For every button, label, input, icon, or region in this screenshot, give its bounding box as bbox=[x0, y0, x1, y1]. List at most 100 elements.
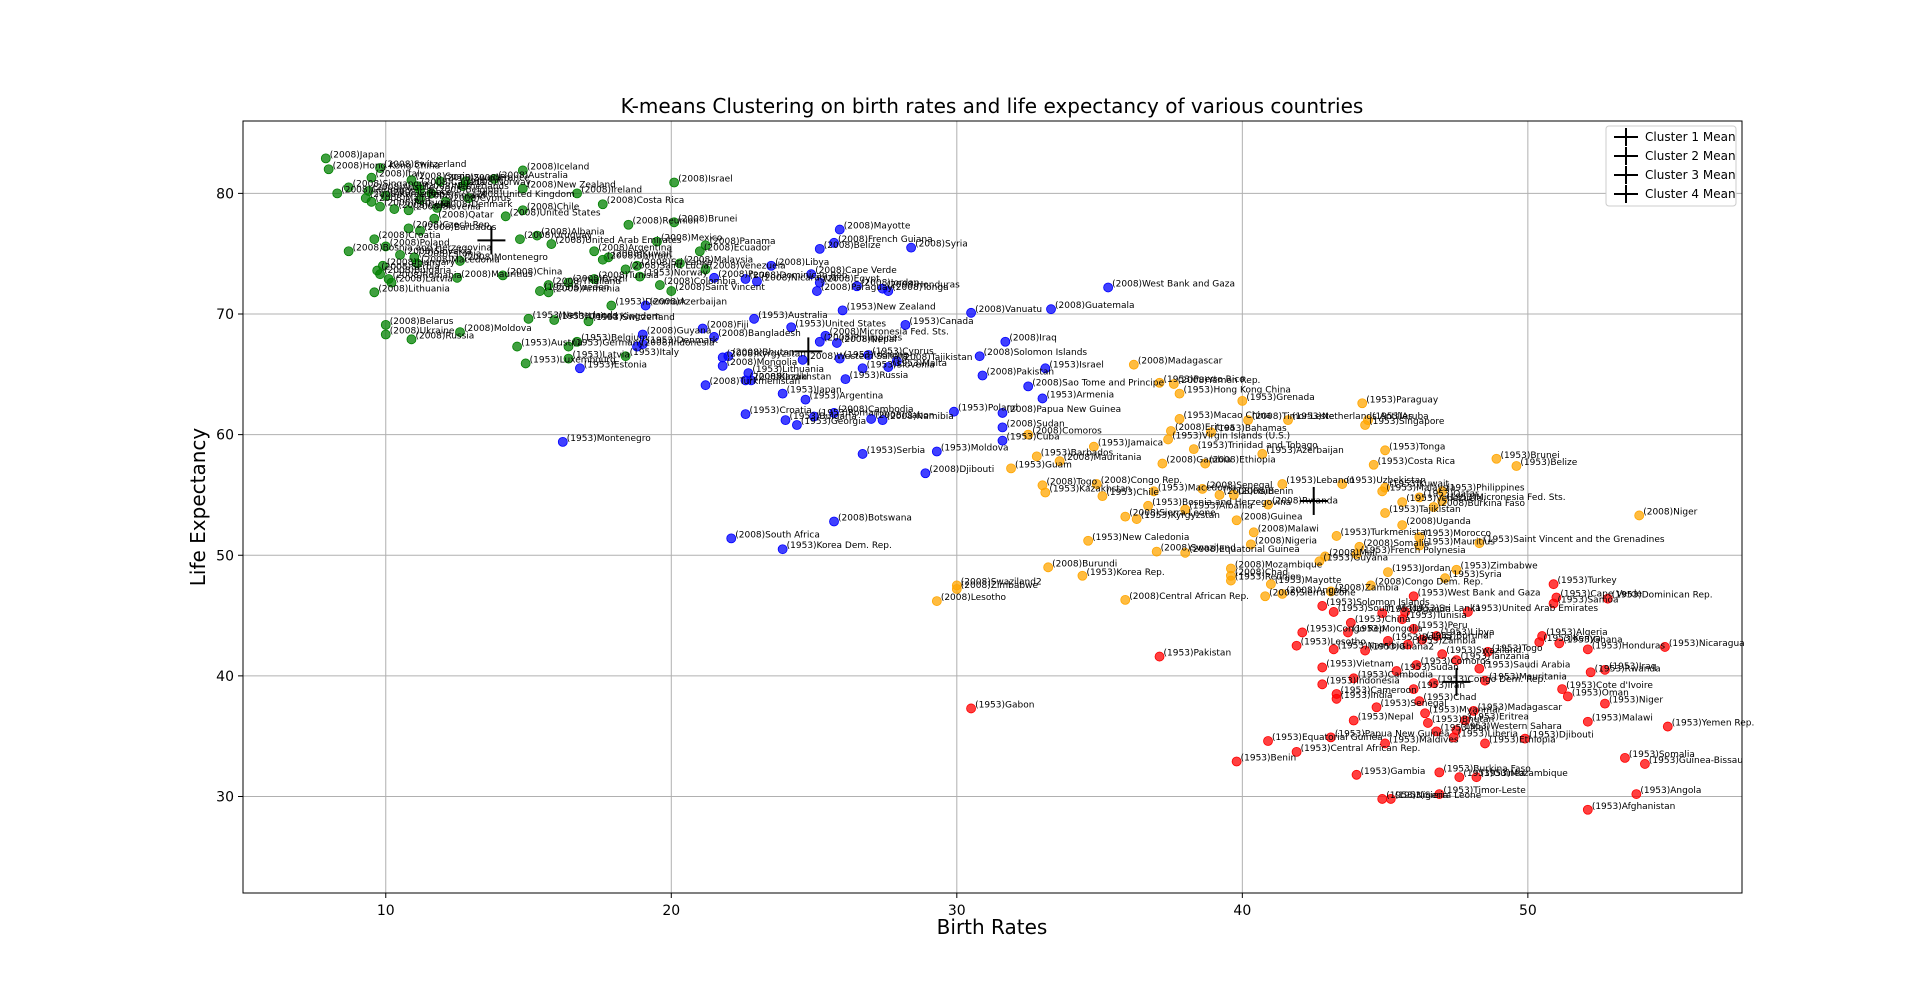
point-label: (1953)Mali bbox=[1440, 723, 1488, 733]
cluster-4-point bbox=[1448, 732, 1459, 743]
cluster-3-point bbox=[1154, 377, 1165, 388]
cluster-3-point bbox=[1351, 549, 1362, 559]
point-label: (1953)Guinea-Bissau bbox=[1649, 756, 1743, 766]
point-label: (1953)Venezuela bbox=[1406, 494, 1482, 504]
point-label: (2008)Brunei bbox=[678, 214, 737, 224]
cluster-4-point bbox=[1480, 675, 1490, 686]
cluster-1-point bbox=[654, 280, 665, 290]
cluster-1-point bbox=[546, 239, 557, 249]
point-label: (1953)Syria bbox=[1449, 570, 1502, 580]
point-label: (2008)Bhutan bbox=[732, 348, 794, 358]
point-label: (2008)Ecuador bbox=[704, 243, 771, 253]
cluster-2-point bbox=[812, 286, 822, 296]
point-label: (2008)United States bbox=[510, 208, 601, 218]
point-label: (2008)Japan bbox=[330, 150, 385, 160]
cluster-4-point bbox=[1408, 684, 1419, 695]
point-label: (2008)Kuwait bbox=[612, 249, 672, 259]
point-label: (2008)Kazakhstan bbox=[750, 372, 832, 382]
cluster-2-point bbox=[777, 388, 788, 399]
cluster-3-point bbox=[1357, 398, 1368, 409]
point-label: (1953)Ethiopia bbox=[1489, 735, 1556, 745]
point-label: (2008)Azerbaijan bbox=[650, 298, 728, 308]
point-label: (2008)China bbox=[507, 267, 563, 277]
point-label: (2008)Singapore bbox=[353, 179, 429, 189]
cluster-2-point bbox=[857, 363, 868, 374]
x-tick-label: 40 bbox=[1233, 903, 1251, 919]
point-label: (2008)Indonesia bbox=[641, 339, 714, 349]
cluster-2-point bbox=[1040, 363, 1051, 374]
point-label: (1953)Bulgaria bbox=[789, 412, 856, 422]
point-label: (2008)Congo Dem. Rep. bbox=[1375, 577, 1483, 587]
cluster-1-point bbox=[375, 269, 385, 280]
cluster-4-point bbox=[1291, 640, 1302, 651]
cluster-2-point bbox=[740, 409, 751, 420]
point-label: (1953)Costa Rica bbox=[1378, 457, 1456, 467]
cluster-3-point bbox=[1200, 458, 1211, 469]
cluster-2-point bbox=[726, 533, 737, 544]
point-label: (2008)Haiti bbox=[1223, 487, 1274, 497]
cluster-4-point bbox=[1462, 607, 1473, 617]
cluster-2-point bbox=[837, 305, 848, 316]
point-label: (1953)Montenegro bbox=[567, 434, 651, 444]
cluster-4-point bbox=[1343, 627, 1353, 638]
point-label: (2008)Niger bbox=[1643, 507, 1697, 517]
point-label: (2008)Germany bbox=[341, 185, 413, 195]
cluster-4-point bbox=[1468, 705, 1479, 716]
point-label: (1953)Argentina bbox=[809, 392, 883, 402]
point-label: (2008)Portugal bbox=[384, 199, 451, 209]
point-label: (2008)United Kingdom bbox=[473, 190, 575, 200]
cluster-1-point bbox=[455, 327, 465, 337]
point-label: (1953)Netherlands Antilles bbox=[1292, 412, 1413, 422]
cluster-2-point bbox=[740, 274, 751, 284]
point-label: (1953)Maldives bbox=[1389, 735, 1459, 745]
plot-area: (2008)Japan(2008)Hong Kong China(2008)Sw… bbox=[242, 120, 1754, 894]
point-label: (2008)Belarus bbox=[390, 317, 454, 327]
point-label: (2008)United Arab Emirates bbox=[555, 236, 682, 246]
cluster-2-point bbox=[977, 370, 988, 381]
cluster-4-point bbox=[1380, 738, 1390, 749]
point-label: (1953)Estonia bbox=[584, 360, 647, 370]
cluster-2-point bbox=[834, 353, 845, 364]
point-label: (1953)Congo Dem. Rep. bbox=[1438, 675, 1546, 685]
point-label: (2008)Cape Verde bbox=[815, 266, 897, 276]
point-label: (1953)Tunisia bbox=[1406, 611, 1467, 621]
point-label: (2008)Australia bbox=[498, 171, 568, 181]
point-label: (1953)Algeria bbox=[1546, 628, 1608, 638]
point-label: (1953)Vietnam bbox=[1326, 659, 1393, 669]
point-label: (2008)Saint Lucia bbox=[630, 261, 709, 271]
point-label: (1953)United Kingdom bbox=[558, 312, 660, 322]
point-label: (1953)Senegal bbox=[1381, 699, 1447, 709]
point-label: (1953)Nigeria bbox=[1386, 791, 1448, 801]
cluster-4-point bbox=[1582, 716, 1593, 727]
cluster-4-point bbox=[1377, 608, 1388, 619]
cluster-4-point bbox=[1397, 614, 1408, 625]
cluster-1-point bbox=[563, 277, 574, 288]
cluster-4-point bbox=[1348, 715, 1359, 726]
point-label: (1953)Slovenia bbox=[867, 360, 935, 370]
point-label: (1953)Nicaragua bbox=[1669, 639, 1745, 649]
point-label: (1953)Mauritania bbox=[1489, 673, 1567, 683]
point-label: (2008)Tajikistan bbox=[901, 353, 973, 363]
cluster-4-point bbox=[1423, 718, 1433, 728]
cluster-mean-marker bbox=[1442, 667, 1471, 696]
cluster-2-point bbox=[1023, 381, 1034, 392]
cluster-3-point bbox=[1243, 415, 1253, 426]
cluster-1-point bbox=[589, 246, 600, 257]
point-label: (2008)Spain bbox=[415, 172, 470, 182]
point-label: (2008)Botswana bbox=[838, 513, 912, 523]
cluster-3-point bbox=[1397, 520, 1408, 530]
cluster-3-point bbox=[1437, 496, 1448, 506]
cluster-4-point bbox=[1383, 635, 1393, 646]
point-label: (2008)Brazil bbox=[572, 275, 627, 285]
cluster-4-point bbox=[1437, 649, 1448, 660]
point-label: (2008)Swaziland2 bbox=[961, 577, 1042, 587]
point-label: (1953)Australia bbox=[758, 311, 828, 321]
x-axis-label: Birth Rates bbox=[937, 915, 1048, 939]
cluster-4-point bbox=[1482, 646, 1493, 657]
point-label: (1953)Armenia bbox=[1046, 390, 1114, 400]
point-label: (2008)Zambia bbox=[1335, 583, 1399, 593]
cluster-1-point bbox=[669, 177, 680, 188]
cluster-4-point bbox=[1391, 666, 1402, 676]
point-label: (1953)Solomon Islands bbox=[1326, 598, 1430, 608]
cluster-4-point bbox=[1411, 660, 1422, 670]
